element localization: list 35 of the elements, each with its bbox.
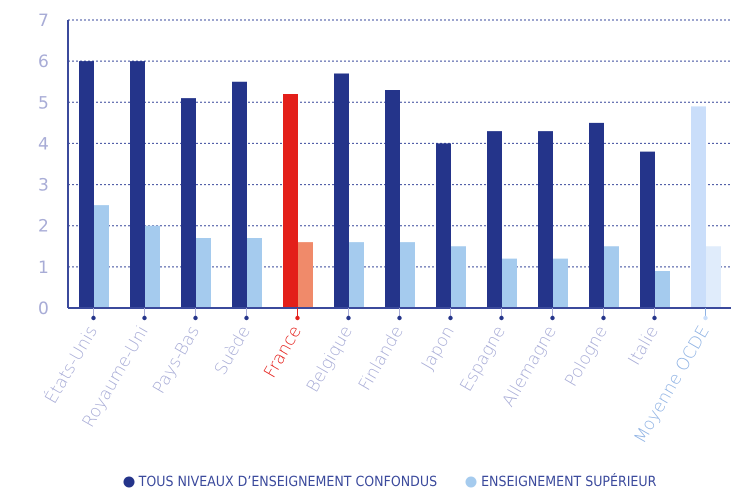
bar bbox=[334, 73, 349, 308]
y-tick-label: 4 bbox=[38, 134, 49, 154]
bar bbox=[655, 270, 670, 308]
bar bbox=[553, 258, 568, 308]
bar bbox=[349, 242, 364, 308]
bar bbox=[94, 205, 109, 308]
bar bbox=[181, 98, 196, 308]
y-tick-label: 1 bbox=[38, 258, 49, 278]
bar bbox=[436, 143, 451, 308]
bar bbox=[487, 131, 502, 308]
bar bbox=[196, 238, 211, 308]
y-tick-label: 2 bbox=[38, 216, 49, 237]
legend-label: ENSEIGNEMENT SUPÉRIEUR bbox=[480, 474, 656, 490]
bar bbox=[538, 131, 553, 308]
y-tick-label: 5 bbox=[38, 93, 49, 114]
bar bbox=[130, 61, 145, 308]
y-tick-label: 7 bbox=[38, 11, 49, 32]
bar bbox=[604, 246, 619, 308]
y-tick-label: 3 bbox=[38, 176, 49, 196]
bar bbox=[298, 242, 313, 308]
bar bbox=[145, 226, 160, 308]
bar bbox=[451, 246, 466, 308]
y-tick-label: 0 bbox=[38, 299, 49, 320]
bar bbox=[502, 258, 517, 308]
bar bbox=[706, 246, 721, 308]
legend-label: TOUS NIVEAUX D’ENSEIGNEMENT CONFONDUS bbox=[138, 474, 438, 490]
bar bbox=[232, 82, 247, 308]
bar bbox=[79, 61, 94, 308]
bar bbox=[247, 238, 262, 308]
y-tick-label: 6 bbox=[38, 52, 49, 72]
bar bbox=[640, 152, 655, 308]
bar bbox=[691, 106, 706, 308]
bar bbox=[589, 122, 604, 308]
bar bbox=[400, 242, 415, 308]
bar bbox=[385, 90, 400, 308]
